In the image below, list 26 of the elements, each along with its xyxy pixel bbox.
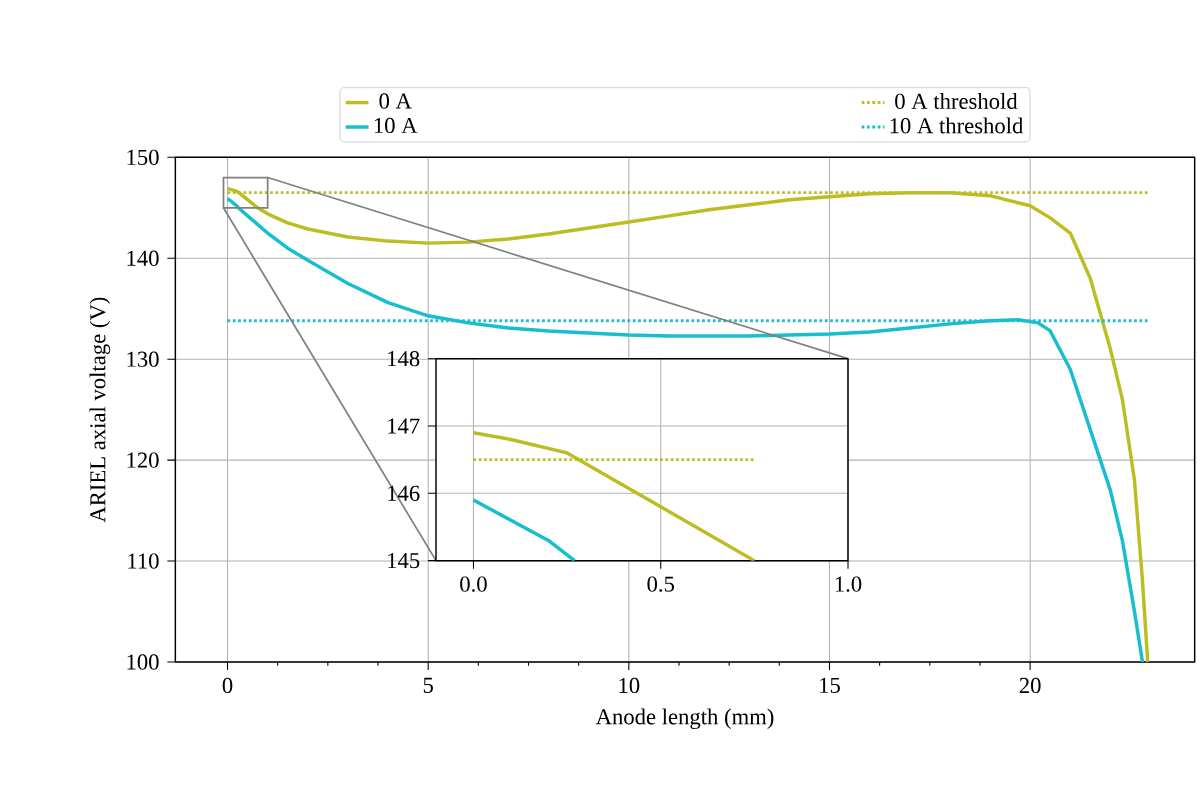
y-tick-label: 140: [127, 250, 159, 266]
y-tick-label: 145: [388, 553, 420, 569]
y-tick-label: 146: [388, 485, 420, 501]
legend-label: 0 A: [379, 93, 412, 109]
x-tick-label: 10: [619, 677, 640, 694]
x-axis-title: Anode length (mm): [595, 708, 774, 730]
y-tick-label: 150: [127, 149, 159, 165]
legend-label: 10 A threshold: [890, 117, 1024, 134]
y-tick-label: 100: [127, 654, 159, 670]
x-tick-label: 0.5: [647, 576, 675, 592]
y-tick-label: 120: [127, 452, 159, 468]
legend-label: 0 A threshold: [895, 93, 1018, 109]
y-tick-label: 148: [388, 351, 420, 367]
line-series: [471, 498, 577, 561]
x-tick-label: 1.0: [835, 576, 862, 592]
x-tick-label: 5: [423, 677, 433, 693]
y-tick-label: 147: [388, 418, 420, 434]
legend-label: 10 A: [374, 117, 418, 134]
line-series: [471, 430, 757, 561]
x-tick-label: 20: [1019, 677, 1041, 694]
x-tick-label: 15: [820, 677, 840, 693]
x-tick-label: 0: [222, 677, 233, 694]
y-tick-label: 130: [127, 351, 159, 367]
x-tick-label: 0.0: [460, 576, 487, 592]
y-axis-title: ARIEL axial voltage (V): [89, 297, 111, 523]
y-tick-label: 110: [128, 553, 159, 569]
